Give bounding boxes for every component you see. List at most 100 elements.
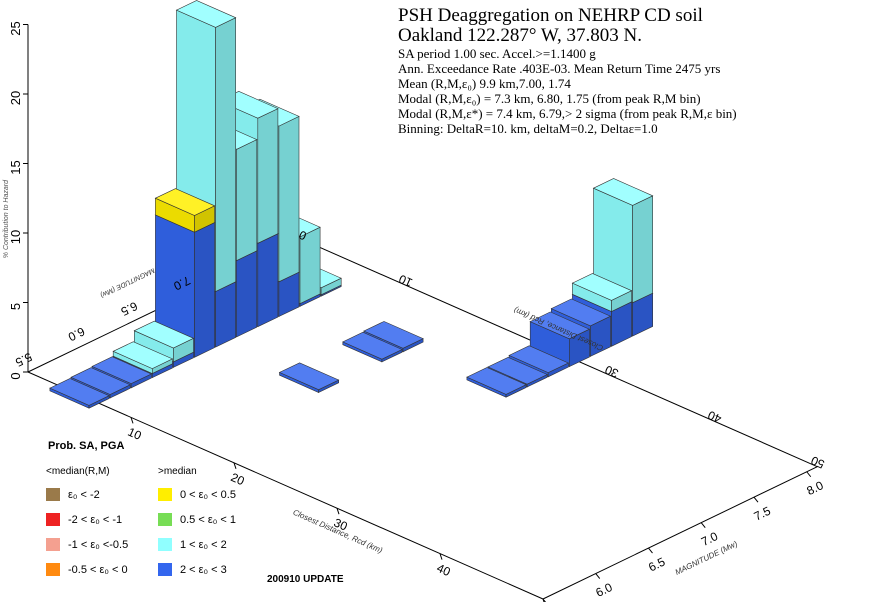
magnitude-tick	[806, 471, 812, 478]
magnitude-tick	[595, 573, 601, 579]
bar-face	[236, 250, 258, 338]
bar-top	[466, 367, 527, 395]
chart-title: PSH Deaggregation on NEHRP CD soil	[398, 5, 703, 26]
info-block: PSH Deaggregation on NEHRP CD soil Oakla…	[398, 5, 737, 137]
distance-tick	[439, 553, 443, 560]
z-axis-label: % Contribution to Hazard	[3, 179, 10, 258]
legend-item: 1 < ε₀ < 2	[158, 538, 227, 551]
bar-face	[278, 115, 300, 283]
bar-stack	[112, 341, 174, 379]
legend-swatch	[46, 513, 60, 526]
bar-face	[215, 17, 236, 292]
legend-swatch	[158, 538, 172, 551]
bar-top	[529, 311, 591, 340]
bar-face	[194, 222, 215, 358]
info-line-mean: Mean (R,M,ε₀) 9.9 km,7.00, 1.74	[398, 76, 571, 91]
magnitude-tick-label: 7.0	[699, 529, 720, 549]
legend-item: 0 < ε₀ < 0.5	[158, 488, 236, 501]
bar-top	[133, 320, 195, 349]
distance-tick-label: 30	[332, 515, 350, 533]
bar-top	[175, 0, 237, 28]
z-tick-label: 15	[8, 160, 23, 174]
bar-top	[91, 356, 153, 384]
legend-item: ε₀ < -2	[46, 488, 100, 501]
magnitude-tick	[753, 496, 759, 503]
legend-label: 0 < ε₀ < 0.5	[180, 488, 236, 501]
magnitude-tick-label: 8.0	[804, 478, 825, 498]
magnitude-tick-label: 6.0	[593, 580, 614, 600]
distance-tick-label: 40	[435, 561, 453, 579]
legend-label: ε₀ < -2	[68, 488, 100, 501]
distance-tick	[336, 508, 340, 515]
info-line-rate: Ann. Exceedance Rate .403E-03. Mean Retu…	[398, 61, 721, 76]
magnitude-tick-label: 7.5	[752, 504, 773, 524]
magnitude-tick	[648, 547, 653, 554]
bar-top	[49, 378, 110, 406]
back-distance-tick-label: 40	[705, 408, 723, 426]
legend-item: -2 < ε₀ < -1	[46, 513, 122, 526]
bar-face	[236, 139, 258, 261]
legend-left-header: <median(R,M)	[46, 466, 110, 477]
magnitude-tick	[700, 522, 706, 528]
distance-tick	[233, 462, 237, 469]
back-distance-tick-label: 30	[602, 362, 620, 380]
bar-stack	[154, 188, 216, 358]
legend-item: 2 < ε₀ < 3	[158, 563, 227, 576]
info-line-period: SA period 1.00 sec. Accel.>=1.1400 g	[398, 46, 596, 61]
update-label: 200910 UPDATE	[267, 574, 344, 585]
legend-label: -1 < ε₀ <-0.5	[68, 538, 129, 551]
back-magnitude-tick-label: 5.5	[13, 350, 34, 370]
bar-top	[508, 345, 570, 373]
bar-stack	[466, 367, 527, 398]
z-tick-label: 10	[8, 230, 23, 244]
bar-face	[257, 108, 279, 244]
info-line-binning: Binning: DeltaR=10. km, deltaM=0.2, Delt…	[398, 121, 658, 136]
distance-tick-label: 10	[126, 425, 144, 443]
legend-swatch	[158, 513, 172, 526]
info-line-modal-rm: Modal (R,M,ε₀) = 7.3 km, 6.80, 1.75 (fro…	[398, 91, 701, 106]
back-distance-tick-label: 10	[396, 271, 414, 289]
legend-label: -2 < ε₀ < -1	[68, 513, 123, 526]
bar-top	[154, 188, 216, 216]
z-tick-label: 0	[8, 372, 23, 379]
back-magnitude-tick-label: 6.0	[66, 324, 87, 344]
bar-top	[487, 356, 548, 385]
legend-label: -0.5 < ε₀ < 0	[68, 563, 128, 576]
bar-top	[592, 178, 654, 206]
z-tick-label: 20	[8, 91, 23, 105]
info-line-modal-rme: Modal (R,M,ε*) = 7.4 km, 6.79,> 2 sigma …	[398, 106, 737, 121]
bar-top	[342, 331, 403, 360]
distance-axis-line	[27, 371, 544, 600]
z-tick-label: 25	[8, 21, 23, 35]
legend-swatch	[46, 488, 60, 501]
back-magnitude-axis-label: MAGNITUDE (Mw)	[99, 266, 156, 298]
bar-face	[257, 233, 279, 328]
bar-top	[571, 273, 633, 301]
magnitude-tick-label: 6.5	[646, 554, 667, 574]
bar-top	[278, 362, 340, 391]
legend-swatch	[158, 563, 172, 576]
bar-top	[363, 321, 424, 349]
bar-stack	[278, 362, 340, 393]
back-magnitude-tick-label: 6.5	[118, 299, 139, 319]
back-distance-tick-label: 50	[808, 453, 826, 471]
legend-right-header: >median	[158, 466, 197, 477]
legend-item: -1 < ε₀ <-0.5	[46, 538, 128, 551]
legend-item: -0.5 < ε₀ < 0	[46, 563, 128, 576]
legend-label: 2 < ε₀ < 3	[180, 563, 227, 576]
legend-item: 0.5 < ε₀ < 1	[158, 513, 236, 526]
bar-top	[550, 298, 612, 327]
distance-tick-label: 20	[229, 470, 247, 488]
bar-top	[70, 367, 131, 395]
magnitude-axis-line	[542, 466, 818, 600]
bars-layer	[49, 0, 654, 409]
legend-swatch	[46, 563, 60, 576]
bar-stack	[49, 378, 110, 409]
distance-tick	[130, 417, 134, 424]
back-magnitude-tick-label: 7.0	[171, 273, 192, 293]
site-location: Oakland 122.287° W, 37.803 N.	[398, 25, 643, 46]
legend-label: 1 < ε₀ < 2	[180, 538, 227, 551]
bar-stack	[342, 331, 403, 363]
legend-label: 0.5 < ε₀ < 1	[180, 513, 236, 526]
z-tick-label: 5	[8, 303, 23, 310]
